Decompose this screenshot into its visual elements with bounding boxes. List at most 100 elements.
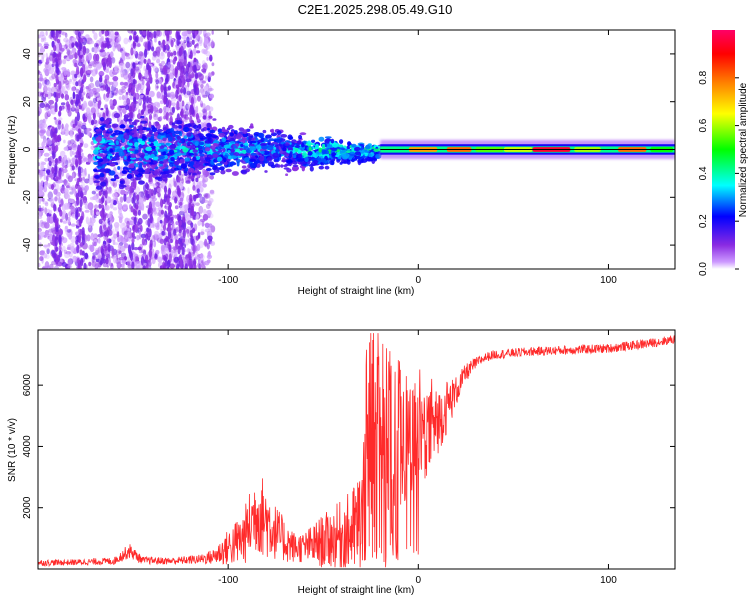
heatmap-speck — [142, 164, 146, 168]
heatmap-speck — [170, 39, 174, 48]
heatmap-speck — [184, 263, 188, 269]
heatmap-speck — [213, 140, 220, 144]
heatmap-speck — [286, 168, 292, 173]
heatmap-speck — [212, 153, 219, 158]
heatmap-speck — [132, 96, 137, 103]
heatmap-speck — [85, 216, 89, 225]
heatmap-speck — [107, 153, 113, 157]
heatmap-speck — [44, 207, 48, 215]
heatmap-speck — [204, 75, 208, 82]
heatmap-speck — [211, 135, 219, 138]
heatmap-speck — [78, 145, 82, 152]
heatmap-speck — [159, 219, 163, 224]
heatmap-speck — [55, 144, 59, 152]
heatmap-speck — [129, 251, 134, 261]
heatmap-speck — [190, 222, 194, 228]
heatmap-speck — [54, 158, 58, 165]
heatmap-speck — [38, 207, 44, 212]
heatmap-speck — [167, 61, 172, 68]
heatmap-speck — [175, 239, 179, 245]
heatmap-speck — [150, 170, 154, 173]
heatmap-speck — [192, 172, 197, 176]
heatmap-speck — [139, 162, 143, 167]
heatmap-speck — [209, 172, 216, 176]
heatmap-speck — [160, 244, 165, 252]
heatmap-speck — [211, 30, 214, 35]
heatmap-speck — [97, 237, 101, 244]
heatmap-speck — [104, 30, 108, 37]
heatmap-speck — [200, 90, 205, 96]
heatmap-speck — [38, 212, 42, 217]
heatmap-speck — [230, 161, 236, 166]
heatmap-speck — [155, 109, 161, 114]
heatmap-speck — [61, 31, 67, 36]
heatmap-speck — [50, 30, 54, 38]
heatmap-speck — [53, 265, 60, 269]
heatmap-speck — [111, 247, 115, 257]
heatmap-speck — [173, 249, 178, 257]
heatmap-speck — [151, 55, 157, 61]
heatmap-speck — [207, 212, 214, 219]
heatmap-speck — [175, 221, 179, 226]
heatmap-speck — [140, 155, 144, 158]
heatmap-speck — [131, 261, 135, 269]
heatmap-speck — [100, 107, 104, 111]
heatmap-speck — [207, 250, 211, 258]
heatmap-speck — [159, 132, 165, 136]
heatmap-speck — [167, 30, 171, 35]
heatmap-speck — [67, 264, 73, 269]
heatmap-speck — [147, 108, 151, 114]
heatmap-speck — [154, 253, 158, 259]
heatmap-speck — [89, 244, 95, 253]
heatmap-speck — [70, 99, 74, 105]
heatmap-speck — [124, 52, 130, 57]
heatmap-speck — [48, 140, 53, 147]
heatmap-speck — [202, 183, 207, 188]
heatmap-speck — [201, 108, 207, 113]
heatmap-speck — [68, 159, 72, 164]
heatmap-speck — [43, 244, 49, 248]
heatmap-speck — [77, 177, 81, 183]
heatmap-speck — [208, 223, 213, 228]
heatmap-speck — [179, 258, 183, 269]
heatmap-speck — [199, 231, 205, 236]
heatmap-speck — [203, 30, 207, 38]
heatmap-speck — [178, 140, 182, 144]
heatmap-speck — [191, 72, 195, 79]
heatmap-speck — [90, 232, 95, 241]
heatmap-speck — [46, 127, 52, 131]
heatmap-speck — [118, 62, 124, 69]
heatmap-speck — [93, 161, 99, 165]
heatmap-speck — [207, 87, 214, 92]
heatmap-speck — [315, 143, 319, 149]
heatmap-speck — [182, 87, 187, 95]
heatmap-speck — [250, 123, 254, 129]
heatmap-speck — [202, 103, 206, 110]
heatmap-speck — [48, 209, 52, 215]
heatmap-speck — [190, 105, 194, 115]
heatmap-speck — [169, 52, 174, 57]
heatmap-speck — [110, 51, 114, 59]
heatmap-speck — [158, 161, 164, 164]
heatmap-speck — [39, 31, 45, 37]
heatmap-speck — [148, 90, 155, 98]
heatmap-speck — [180, 70, 184, 79]
heatmap-speck — [129, 95, 134, 100]
heatmap-speck — [38, 262, 41, 268]
heatmap-speck — [138, 157, 143, 161]
heatmap-speck — [84, 178, 90, 184]
heatmap-speck — [153, 240, 157, 248]
heatmap-speck — [121, 85, 127, 90]
heatmap-speck — [40, 221, 46, 229]
heatmap-speck — [118, 250, 122, 254]
heatmap-speck — [102, 43, 106, 48]
heatmap-speck — [95, 265, 99, 269]
heatmap-speck — [44, 115, 48, 122]
heatmap-speck — [178, 47, 182, 57]
heatmap-speck — [64, 32, 68, 38]
heatmap-speck — [70, 205, 76, 213]
heatmap-speck — [121, 94, 125, 101]
heatmap-speck — [165, 111, 169, 121]
heatmap-speck — [48, 62, 52, 68]
heatmap-speck — [58, 245, 62, 251]
